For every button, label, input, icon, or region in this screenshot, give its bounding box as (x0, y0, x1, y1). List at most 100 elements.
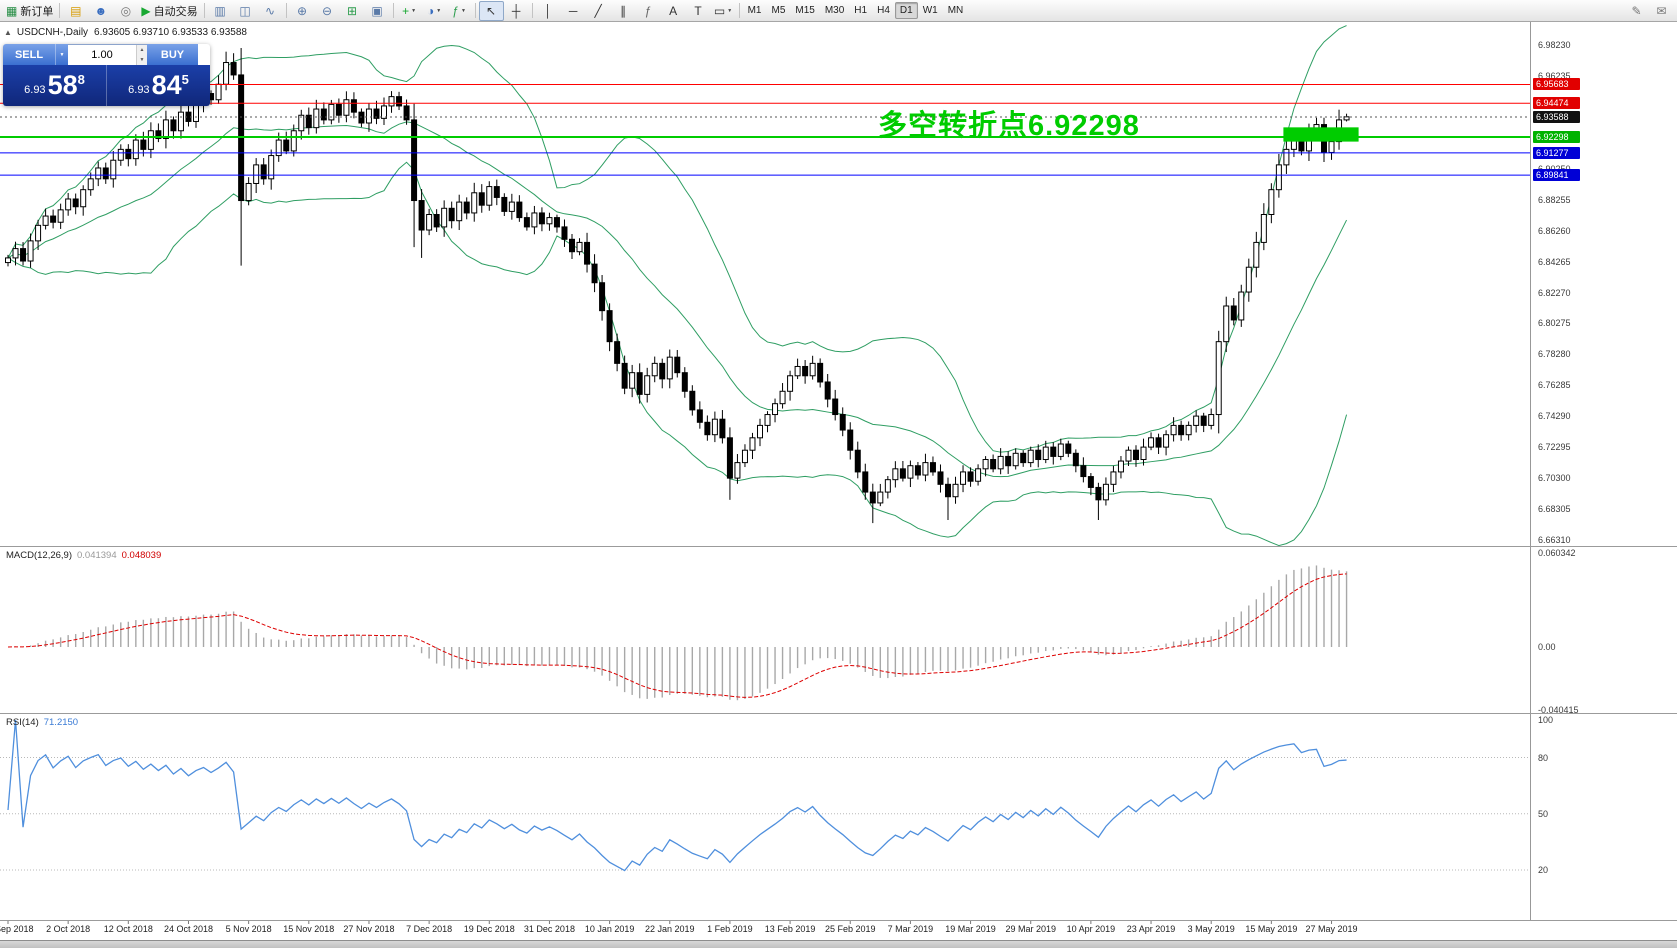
chart-date-separator (0, 920, 1677, 921)
timeframe-W1-button[interactable]: W1 (922, 5, 938, 16)
toolbar-tile-windows-button[interactable]: ▣ (365, 1, 390, 21)
toolbar-auto-trading-button[interactable]: ▶ 自动交易 (138, 1, 200, 21)
crosshair-icon: ┼ (511, 3, 521, 18)
one-click-trading-panel: SELL ▼ ▲ ▼ BUY 6.93 58 8 6.93 84 5 (3, 44, 210, 106)
scale-label: 6.84265 (1538, 256, 1571, 267)
toolbar-separator (203, 3, 205, 18)
macd-indicator (7, 565, 1348, 701)
rsi-value: 71.2150 (43, 717, 79, 728)
toolbar-separator (59, 3, 61, 18)
market-watch-icon: ▤ (70, 3, 82, 18)
toolbar-bar-chart-button[interactable]: ▥ (208, 1, 233, 21)
date-label: 24 Oct 2018 (163, 924, 213, 934)
toolbar-auto-arrange-button[interactable]: ⊞ (340, 1, 365, 21)
date-label: 1 Feb 2019 (707, 924, 753, 934)
sell-button[interactable]: SELL (3, 44, 55, 65)
scale-label: 6.70300 (1538, 473, 1571, 484)
toolbar-candlestick-chart-button[interactable]: ◫ (233, 1, 258, 21)
toolbar-quick-edit-button[interactable]: ✎ (1624, 1, 1649, 21)
timeframe-M1-button[interactable]: M1 (747, 5, 762, 16)
candles (5, 48, 1350, 524)
toolbar-right-group: ✎ ✉ (1624, 1, 1674, 21)
date-label: 10 Jan 2019 (584, 924, 635, 934)
chart-symbol-title: ▲ USDCNH-,Daily 6.93605 6.93710 6.93533 6.… (4, 27, 247, 38)
toolbar-cursor-button[interactable]: ↖ (478, 0, 504, 21)
macd-rsi-separator[interactable] (0, 713, 1677, 714)
date-label: 5 Nov 2018 (225, 924, 272, 934)
zoom-out-icon: ⊖ (322, 3, 333, 18)
buy-price-button[interactable]: 6.93 84 5 (107, 65, 210, 106)
vertical-line-icon: │ (544, 3, 552, 18)
toolbar-horizontal-line-button[interactable]: ─ (561, 1, 586, 21)
toolbar-text-label-button[interactable]: T (686, 1, 711, 21)
toolbar-text-button[interactable]: A (661, 1, 686, 21)
scale-label: 0.060342 (1538, 547, 1576, 558)
scale-label: 6.86260 (1538, 225, 1571, 236)
chart-annotation-text: 多空转折点6.92298 (878, 110, 1140, 142)
timeframe-M5-button[interactable]: M5 (771, 5, 786, 16)
horizontal-line-objects (0, 83, 1530, 176)
main-macd-separator[interactable] (0, 546, 1677, 547)
timeframe-MN-button[interactable]: MN (947, 5, 964, 16)
toolbar-new-order-button[interactable]: ▦ 新订单 (3, 1, 56, 21)
scale-label: 6.76285 (1538, 380, 1571, 391)
scale-label: 0.00 (1538, 642, 1556, 652)
toolbar-new-chart-button[interactable]: + ▼ (397, 1, 422, 21)
text-icon: A (669, 3, 678, 18)
toolbar-profiles-button[interactable]: ◑ ▼ (422, 1, 447, 21)
buy-price-sup: 5 (181, 72, 189, 87)
macd-name: MACD(12,26,9) (6, 550, 72, 561)
timeframe-H4-button[interactable]: H4 (877, 5, 890, 16)
new-chart-caret-icon: ▼ (411, 7, 417, 14)
toolbar-trendline-button[interactable]: ╱ (586, 1, 611, 21)
collapse-one-click-icon[interactable]: ▲ (4, 28, 12, 37)
scale-label: 6.88255 (1538, 194, 1571, 205)
scale-label: 6.74290 (1538, 411, 1571, 422)
toolbar-terminal-button[interactable]: ◎ (113, 1, 138, 21)
volume-dropdown-caret[interactable]: ▼ (55, 44, 68, 65)
scale-label: 6.66310 (1538, 535, 1571, 545)
rsi-name: RSI(14) (6, 717, 39, 728)
toolbar-fibonacci-button[interactable]: ƒ (636, 1, 661, 21)
toolbar-navigator-button[interactable]: ☻ (88, 1, 113, 21)
toolbar-zoom-in-button[interactable]: ⊕ (290, 1, 315, 21)
macd-panel-label: MACD(12,26,9) 0.041394 0.048039 (6, 550, 161, 561)
toolbar-market-watch-button[interactable]: ▤ (63, 1, 88, 21)
date-label: 15 Nov 2018 (283, 924, 335, 934)
volume-decrease-button[interactable]: ▼ (137, 55, 147, 65)
buy-button[interactable]: BUY (147, 44, 198, 65)
toolbar-vertical-line-button[interactable]: │ (536, 1, 561, 21)
scale-label: 6.98230 (1538, 40, 1571, 50)
profiles-icon: ◑ (426, 3, 435, 18)
toolbar-indicators-button[interactable]: ƒ ▼ (447, 1, 472, 21)
toolbar-separator (531, 3, 533, 18)
timeframe-M15-button[interactable]: M15 (795, 5, 815, 16)
toolbar-messages-button[interactable]: ✉ (1649, 1, 1674, 21)
trendline-icon: ╱ (594, 3, 602, 18)
date-label: 10 Apr 2019 (1066, 924, 1116, 934)
terminal-icon: ◎ (120, 3, 132, 18)
toolbar-line-chart-button[interactable]: ∿ (258, 1, 283, 21)
sell-price-button[interactable]: 6.93 58 8 (3, 65, 107, 106)
volume-input[interactable] (68, 45, 136, 65)
volume-increase-button[interactable]: ▲ (137, 45, 147, 55)
scale-label: 6.80275 (1538, 318, 1571, 329)
timeframe-M30-button[interactable]: M30 (824, 5, 845, 16)
timeframe-H1-button[interactable]: H1 (854, 5, 868, 16)
date-label: 23 Apr 2019 (1126, 924, 1176, 934)
toolbar-crosshair-button[interactable]: ┼ (504, 1, 529, 21)
price-badge: 6.92298 (1533, 130, 1580, 143)
buy-price-big: 84 (151, 70, 182, 100)
timeframe-D1-button[interactable]: D1 (894, 2, 918, 19)
toolbar-shapes-button[interactable]: ▭ ▼ (711, 1, 736, 21)
symbol-name: USDCNH-,Daily (16, 27, 89, 38)
horizontal-line-icon: ─ (568, 3, 578, 18)
toolbar-channel-button[interactable]: ∥ (611, 1, 636, 21)
price-badge: 6.89841 (1533, 169, 1580, 182)
toolbar-zoom-out-button[interactable]: ⊖ (315, 1, 340, 21)
date-axis[interactable]: 20 Sep 2018 2 Oct 2018 12 Oct 2018 24 Oct 2… (0, 922, 1530, 938)
date-label: 3 May 2019 (1187, 924, 1235, 934)
price-scale[interactable]: 6.98230 6.96235 6.90250 6.88255 6.86260 6.842… (1530, 22, 1677, 920)
